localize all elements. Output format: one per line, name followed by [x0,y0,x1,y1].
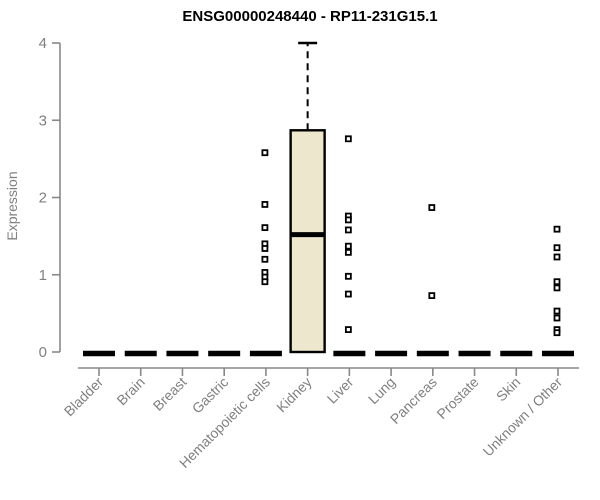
outlier-point-liver [344,226,352,234]
outlier-point-hematopoietic-cells [261,255,269,263]
y-tick-label: 4 [39,35,47,52]
outlier-point-liver [344,216,352,224]
box-kidney [289,129,326,354]
outlier-point-liver [344,135,352,143]
outlier-point-unknown-other [553,278,561,286]
outlier-point-unknown-other [553,314,561,322]
outlier-point-pancreas [428,204,436,211]
outlier-point-hematopoietic-cells [261,278,269,286]
outlier-point-liver [344,248,352,256]
x-category-label-skin: Skin [493,374,524,405]
y-tick-label: 1 [39,267,47,284]
chart-title: ENSG00000248440 - RP11-231G15.1 [182,8,438,25]
x-category-label-liver: Liver [324,374,357,407]
outlier-point-pancreas [428,292,436,300]
x-category-label-unknown-other: Unknown / Other [480,374,566,460]
outlier-point-unknown-other [553,244,561,252]
outlier-point-unknown-other [553,307,561,315]
outlier-point-hematopoietic-cells [261,224,269,232]
x-category-label-prostate: Prostate [433,374,481,422]
outlier-point-unknown-other [553,253,561,261]
y-tick-label: 3 [39,112,47,129]
x-category-label-kidney: Kidney [273,374,315,416]
y-tick-label: 0 [39,344,47,361]
outlier-point-unknown-other [553,329,561,337]
x-category-label-brain: Brain [113,374,147,408]
outlier-point-liver [344,242,352,250]
x-category-label-breast: Breast [150,374,190,414]
outlier-point-hematopoietic-cells [261,245,269,252]
outlier-point-liver [344,272,352,280]
outlier-point-hematopoietic-cells [261,201,269,208]
y-tick-label: 2 [39,190,47,207]
outlier-point-unknown-other [553,284,561,292]
outlier-point-liver [344,290,352,298]
outlier-point-liver [344,326,352,333]
x-category-label-bladder: Bladder [61,374,107,420]
x-category-label-lung: Lung [365,374,398,407]
outlier-point-hematopoietic-cells [261,149,269,157]
outlier-point-unknown-other [553,225,561,233]
